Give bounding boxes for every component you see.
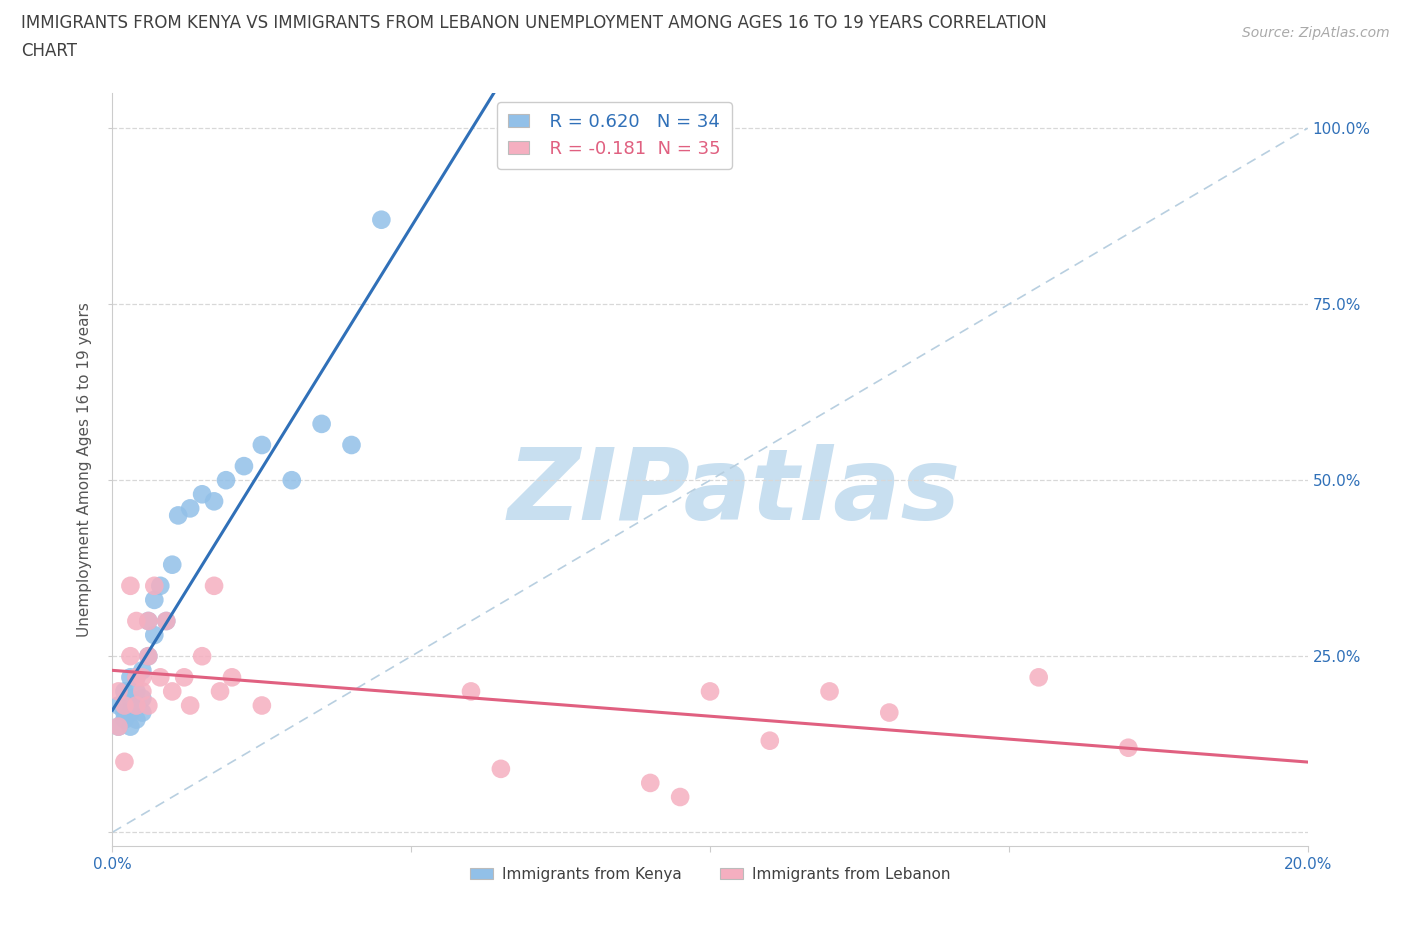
Point <box>1028 670 1050 684</box>
Point <box>759 733 782 748</box>
Point <box>191 486 214 501</box>
Point <box>131 663 153 678</box>
Point <box>311 417 333 432</box>
Point <box>209 684 232 698</box>
Point <box>162 557 183 572</box>
Text: Source: ZipAtlas.com: Source: ZipAtlas.com <box>1241 26 1389 40</box>
Point <box>460 684 482 698</box>
Point <box>131 670 153 684</box>
Point <box>131 684 153 698</box>
Point <box>640 776 662 790</box>
Point <box>143 628 166 643</box>
Point <box>250 438 273 453</box>
Point <box>340 438 363 453</box>
Point <box>167 508 190 523</box>
Point <box>489 762 512 777</box>
Point <box>125 614 148 629</box>
Point <box>114 698 135 713</box>
Point <box>107 719 129 734</box>
Point <box>125 698 148 713</box>
Point <box>114 705 135 720</box>
Point <box>107 684 129 698</box>
Point <box>120 670 142 684</box>
Point <box>143 592 166 607</box>
Point <box>250 698 273 713</box>
Point <box>131 705 153 720</box>
Point <box>114 684 135 698</box>
Point <box>281 472 304 487</box>
Point <box>107 698 129 713</box>
Point <box>125 712 148 727</box>
Point <box>179 501 201 516</box>
Point <box>202 494 225 509</box>
Text: IMMIGRANTS FROM KENYA VS IMMIGRANTS FROM LEBANON UNEMPLOYMENT AMONG AGES 16 TO 1: IMMIGRANTS FROM KENYA VS IMMIGRANTS FROM… <box>21 14 1047 32</box>
Point <box>143 578 166 593</box>
Point <box>120 578 142 593</box>
Point <box>179 698 201 713</box>
Point <box>138 698 160 713</box>
Point <box>162 684 183 698</box>
Point <box>120 649 142 664</box>
Point <box>699 684 721 698</box>
Point <box>879 705 901 720</box>
Point <box>155 614 177 629</box>
Text: CHART: CHART <box>21 42 77 60</box>
Point <box>233 458 256 473</box>
Y-axis label: Unemployment Among Ages 16 to 19 years: Unemployment Among Ages 16 to 19 years <box>77 302 93 637</box>
Point <box>191 649 214 664</box>
Point <box>221 670 243 684</box>
Point <box>138 649 160 664</box>
Point <box>1118 740 1140 755</box>
Point <box>149 670 172 684</box>
Point <box>114 754 135 769</box>
Point <box>107 719 129 734</box>
Point <box>155 614 177 629</box>
Point <box>173 670 195 684</box>
Point <box>138 614 160 629</box>
Point <box>138 649 160 664</box>
Point <box>120 705 142 720</box>
Point <box>125 670 148 684</box>
Point <box>125 698 148 713</box>
Legend: Immigrants from Kenya, Immigrants from Lebanon: Immigrants from Kenya, Immigrants from L… <box>464 860 956 887</box>
Point <box>202 578 225 593</box>
Point <box>114 712 135 727</box>
Point <box>120 719 142 734</box>
Point <box>215 472 238 487</box>
Point <box>370 212 392 227</box>
Point <box>149 578 172 593</box>
Point <box>125 670 148 684</box>
Point <box>120 691 142 706</box>
Point <box>669 790 692 804</box>
Point <box>131 691 153 706</box>
Point <box>138 614 160 629</box>
Text: ZIPatlas: ZIPatlas <box>508 444 960 540</box>
Point <box>818 684 841 698</box>
Point <box>125 684 148 698</box>
